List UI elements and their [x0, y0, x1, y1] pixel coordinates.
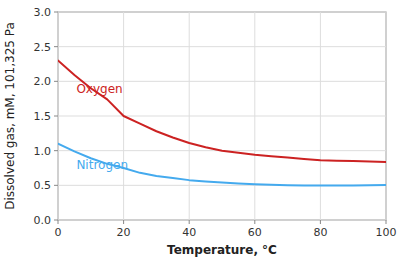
tick-mark: [189, 220, 190, 224]
tick-label: 100: [376, 226, 397, 239]
tick-label: 0: [55, 226, 62, 239]
tick-mark: [54, 12, 58, 13]
tick-mark: [54, 185, 58, 186]
series-label: Nitrogen: [76, 158, 128, 172]
tick-mark: [54, 46, 58, 47]
tick-label: 40: [182, 226, 196, 239]
tick-label: 0.5: [34, 179, 52, 192]
tick-label: 1.0: [34, 145, 52, 158]
tick-label: 80: [313, 226, 327, 239]
tick-mark: [54, 150, 58, 151]
tick-label: 60: [248, 226, 262, 239]
grid-line: [58, 116, 386, 117]
plot-frame: [58, 12, 386, 220]
tick-label: 2.0: [34, 75, 52, 88]
grid: [58, 12, 386, 220]
tick-mark: [54, 116, 58, 117]
tick-label: 2.5: [34, 41, 52, 54]
series-group: [58, 61, 386, 186]
tick-mark: [54, 220, 58, 221]
tick-mark: [58, 220, 59, 224]
tick-mark: [254, 220, 255, 224]
axes: 0 20 40 60 80 100 0.0 0.5 1.0 1.5 2.0 2.5 3.0: [34, 6, 397, 239]
tick-label: 1.5: [34, 110, 52, 123]
tick-mark: [123, 220, 124, 224]
grid-line: [58, 46, 386, 47]
tick-label: 20: [117, 226, 131, 239]
series-line: [58, 144, 386, 186]
series-line: [58, 61, 386, 162]
tick-mark: [320, 220, 321, 224]
tick-label: 0.0: [34, 214, 52, 227]
x-axis-label: Temperature, °C: [167, 243, 277, 257]
series-label: Oxygen: [76, 82, 122, 96]
tick-mark: [386, 220, 387, 224]
tick-label: 3.0: [34, 6, 52, 19]
grid-line: [58, 220, 386, 221]
series-labels: Oxygen Nitrogen: [76, 82, 128, 172]
tick-mark: [54, 81, 58, 82]
y-axis-label: Dissolved gas, mM, 101,325 Pa: [3, 22, 17, 210]
chart: 0 20 40 60 80 100 0.0 0.5 1.0 1.5 2.0 2.5 3.0 Tempera…: [0, 0, 400, 260]
grid-line: [58, 12, 386, 13]
